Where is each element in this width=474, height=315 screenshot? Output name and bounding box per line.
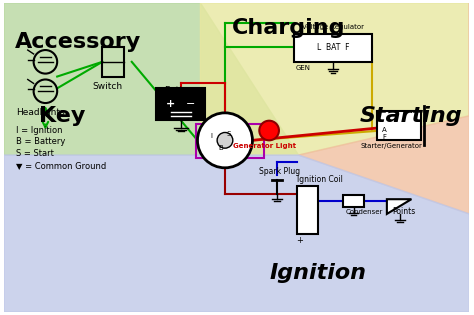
Bar bbox=[156, 88, 205, 120]
Text: Accessory: Accessory bbox=[15, 32, 141, 52]
Text: L  BAT  F: L BAT F bbox=[317, 43, 349, 52]
Circle shape bbox=[217, 133, 233, 148]
Text: Points: Points bbox=[392, 207, 415, 216]
Bar bbox=[297, 186, 318, 233]
Text: A: A bbox=[382, 127, 387, 133]
Polygon shape bbox=[4, 155, 469, 312]
Text: GEN: GEN bbox=[296, 65, 311, 71]
Text: Starter/Generator: Starter/Generator bbox=[361, 143, 423, 149]
Text: +: + bbox=[166, 99, 175, 109]
Text: Battery: Battery bbox=[164, 86, 198, 95]
Text: F: F bbox=[382, 135, 386, 140]
Text: +: + bbox=[297, 237, 303, 245]
Bar bbox=[294, 34, 372, 62]
Text: Starting: Starting bbox=[360, 106, 463, 126]
Bar bbox=[196, 124, 264, 158]
Text: I: I bbox=[210, 134, 212, 140]
Text: Ignition: Ignition bbox=[270, 263, 367, 283]
Polygon shape bbox=[201, 3, 469, 155]
Text: S = Start: S = Start bbox=[16, 149, 54, 158]
Text: Headlights: Headlights bbox=[16, 108, 64, 117]
Circle shape bbox=[198, 113, 253, 168]
Text: ▼ = Common Ground: ▼ = Common Ground bbox=[16, 161, 106, 170]
Text: Condenser: Condenser bbox=[346, 209, 383, 215]
Polygon shape bbox=[387, 199, 411, 214]
Text: Key: Key bbox=[38, 106, 85, 126]
Text: Spark Plug: Spark Plug bbox=[259, 167, 301, 176]
Bar bbox=[343, 195, 365, 207]
Bar bbox=[102, 47, 124, 77]
Text: B = Battery: B = Battery bbox=[16, 137, 65, 146]
Text: Generator Light: Generator Light bbox=[233, 143, 296, 149]
Text: Switch: Switch bbox=[92, 83, 122, 91]
Polygon shape bbox=[299, 3, 469, 214]
Text: −: − bbox=[186, 99, 195, 109]
Circle shape bbox=[259, 121, 279, 140]
Text: Voltage Regulator: Voltage Regulator bbox=[302, 25, 364, 31]
Bar bbox=[377, 111, 421, 140]
Text: Charging: Charging bbox=[232, 18, 346, 38]
Text: Ignition Coil: Ignition Coil bbox=[297, 175, 343, 185]
Text: I = Ignition: I = Ignition bbox=[16, 126, 63, 135]
Text: B: B bbox=[219, 145, 223, 151]
Polygon shape bbox=[4, 3, 299, 155]
Text: S: S bbox=[227, 131, 231, 137]
